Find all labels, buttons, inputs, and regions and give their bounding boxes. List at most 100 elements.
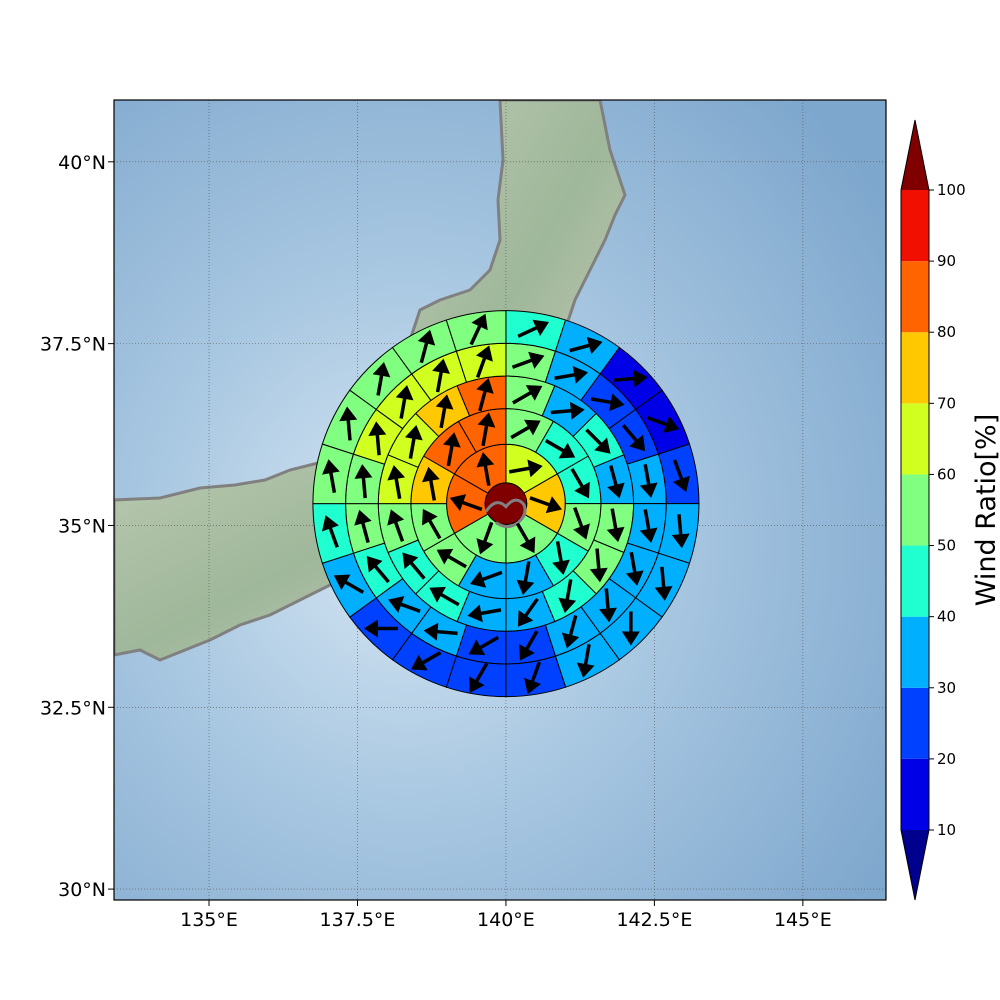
wind-arrow (621, 424, 646, 452)
colorbar-tick-label: 60 (937, 465, 956, 483)
colorbar-band (901, 190, 929, 262)
wind-arrow (469, 313, 488, 346)
wind-arrow (529, 496, 562, 514)
wind-arrow (468, 635, 500, 656)
wind-arrow (672, 459, 690, 492)
wind-arrow (569, 336, 603, 355)
center-disc (484, 482, 528, 525)
wind-arrow (554, 365, 589, 384)
wind-arrow (449, 494, 483, 512)
wind-arrow (517, 319, 549, 338)
wind-arrow (477, 412, 496, 447)
wind-arrow (368, 421, 387, 456)
colorbar-tick-label: 100 (937, 181, 966, 199)
wind-arrow (552, 541, 570, 575)
colorbar-band (901, 545, 929, 617)
wind-arrow (387, 465, 406, 499)
y-tick-label: 37.5°N (40, 334, 106, 356)
wind-arrow (388, 595, 421, 613)
wind-arrow (515, 522, 536, 554)
wind-arrow (476, 521, 494, 555)
colorbar-band (901, 403, 929, 475)
wind-arrow (576, 644, 595, 678)
wind-arrow (524, 661, 542, 695)
wind-arrow (423, 622, 458, 641)
colorbar-band (901, 758, 929, 830)
wind-arrow (570, 468, 590, 499)
wind-arrow (469, 570, 503, 588)
wind-ratio-rings (312, 310, 700, 698)
wind-arrow (467, 604, 502, 623)
wind-arrow (544, 439, 576, 459)
wind-arrow (519, 630, 539, 661)
wind-arrow (599, 588, 617, 623)
colorbar: 10 20 30 40 50 60 70 80 90 100 Wind Ratio[%] (900, 119, 1000, 901)
colorbar-tick-label: 20 (937, 750, 956, 768)
wind-arrow (511, 351, 545, 369)
colorbar-tick-label: 40 (937, 608, 956, 626)
wind-arrow (510, 419, 541, 440)
wind-arrow (476, 378, 494, 412)
wind-arrow (558, 579, 577, 613)
colorbar-extend-top (901, 120, 929, 190)
colorbar-tick-label: 90 (937, 252, 956, 270)
map-panel (114, 100, 886, 900)
wind-arrows (321, 313, 690, 695)
wind-arrow (354, 509, 372, 544)
map-frame (113, 99, 887, 901)
wind-arrow (387, 509, 405, 542)
wind-arrow (405, 425, 423, 459)
wind-arrow (372, 361, 391, 396)
colorbar-tick-label: 80 (937, 323, 956, 341)
wind-arrow (573, 507, 590, 540)
x-tick-label: 135°E (180, 909, 238, 931)
wind-arrow (625, 551, 644, 586)
y-tick-label: 32.5°N (40, 697, 106, 719)
wind-arrow (639, 464, 658, 498)
wind-arrow (550, 401, 585, 420)
wind-arrow (639, 509, 658, 543)
x-tick-label: 137.5°E (320, 909, 396, 931)
wind-arrow (443, 432, 461, 467)
wind-arrow (395, 385, 414, 419)
wind-arrow (476, 452, 495, 486)
wind-arrow (613, 369, 648, 388)
x-tick-label: 142.5°E (616, 909, 692, 931)
wind-arrow (516, 561, 535, 595)
wind-arrow (654, 566, 673, 601)
x-tick-label: 140°E (477, 909, 535, 931)
colorbar-tick-label: 30 (937, 679, 956, 697)
colorbar-extend-bottom (901, 830, 929, 900)
wind-arrow (322, 459, 340, 494)
colorbar-band (901, 261, 929, 333)
wind-arrow (333, 574, 365, 594)
wind-arrow (621, 611, 640, 646)
wind-arrow (339, 406, 358, 441)
wind-arrow (411, 651, 442, 671)
y-tick-label: 40°N (58, 152, 106, 174)
wind-arrow (475, 345, 493, 378)
colorbar-tick-label: 70 (937, 394, 956, 412)
colorbar-tick-label: 50 (937, 537, 956, 555)
wind-arrow (590, 393, 625, 412)
y-axis-ticks: 30°N 32.5°N 35°N 37.5°N 40°N (40, 152, 114, 901)
wind-arrow (402, 552, 426, 580)
wind-arrow (561, 615, 580, 649)
wind-arrow (366, 555, 390, 584)
wind-arrow (517, 597, 539, 627)
colorbar-band (901, 474, 929, 546)
x-tick-label: 145°E (774, 909, 832, 931)
wind-arrow (436, 548, 467, 569)
wind-arrow (508, 459, 543, 478)
wind-arrow (421, 466, 440, 501)
colorbar-band (901, 332, 929, 404)
wind-arrow (512, 385, 543, 405)
wind-arrow (606, 508, 625, 543)
wind-arrow (607, 465, 625, 499)
center-coastline (484, 498, 527, 529)
x-axis-ticks: 135°E 137.5°E 140°E 142.5°E 145°E (180, 900, 832, 931)
wind-arrow (435, 394, 454, 429)
colorbar-band (901, 687, 929, 759)
colorbar-title: Wind Ratio[%] (971, 414, 1000, 606)
